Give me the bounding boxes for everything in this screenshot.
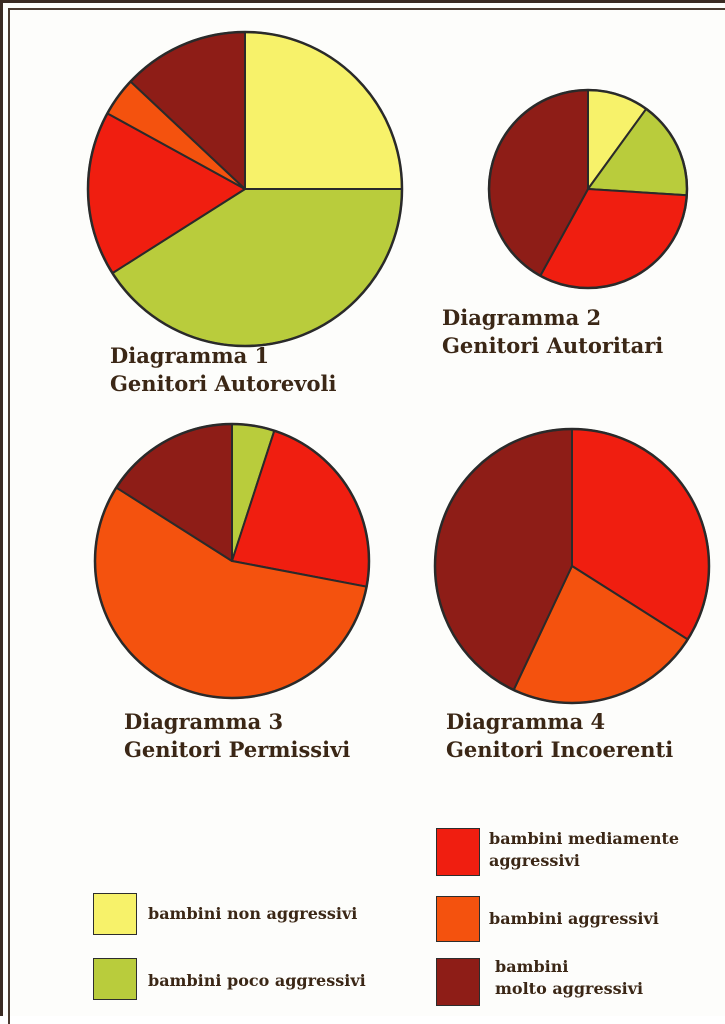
- chart-title-2: Diagramma 2 Genitori Autoritari: [442, 304, 663, 360]
- chart-title-3-line-2: Genitori Permissivi: [124, 737, 351, 762]
- pie-3-outline: [93, 422, 371, 700]
- pie-chart-4: [433, 427, 711, 705]
- legend-swatch-poco-aggressivi: [93, 958, 137, 1000]
- chart-title-1-line-1: Diagramma 1: [110, 343, 270, 368]
- legend-label-non-aggressivi: bambini non aggressivi: [148, 904, 358, 923]
- pie-chart-1: [86, 30, 404, 348]
- figure-inner-border: [8, 8, 725, 1024]
- legend-label-poco-aggressivi: bambini poco aggressivi: [148, 971, 366, 990]
- chart-title-2-line-1: Diagramma 2: [442, 305, 602, 330]
- legend-label-mediamente-aggressivi: bambini mediamente aggressivi: [489, 829, 680, 870]
- chart-title-3-line-1: Diagramma 3: [124, 709, 284, 734]
- legend-label-aggressivi: bambini aggressivi: [489, 909, 659, 928]
- pie-1-outline: [86, 30, 404, 348]
- pie-chart-2: [487, 88, 689, 290]
- chart-title-4-line-1: Diagramma 4: [446, 709, 606, 734]
- chart-title-2-line-2: Genitori Autoritari: [442, 333, 664, 358]
- pie-2-outline: [487, 88, 689, 290]
- legend-swatch-molto-aggressivi: [436, 958, 480, 1006]
- pie-1-slice-non: [244, 31, 403, 190]
- legend-swatch-mediamente-aggressivi: [436, 828, 480, 876]
- pie-chart-3: [93, 422, 371, 700]
- chart-title-4: Diagramma 4 Genitori Incoerenti: [446, 708, 673, 764]
- pie-4-outline: [433, 427, 711, 705]
- chart-title-3: Diagramma 3 Genitori Permissivi: [124, 708, 350, 764]
- legend-swatch-non-aggressivi: [93, 893, 137, 935]
- legend-label-molto-aggressivi: bambini molto aggressivi: [495, 957, 644, 998]
- chart-title-1: Diagramma 1 Genitori Autorevoli: [110, 342, 336, 398]
- legend-swatch-aggressivi: [436, 896, 480, 942]
- chart-title-4-line-2: Genitori Incoerenti: [446, 737, 674, 762]
- chart-title-1-line-2: Genitori Autorevoli: [110, 371, 337, 396]
